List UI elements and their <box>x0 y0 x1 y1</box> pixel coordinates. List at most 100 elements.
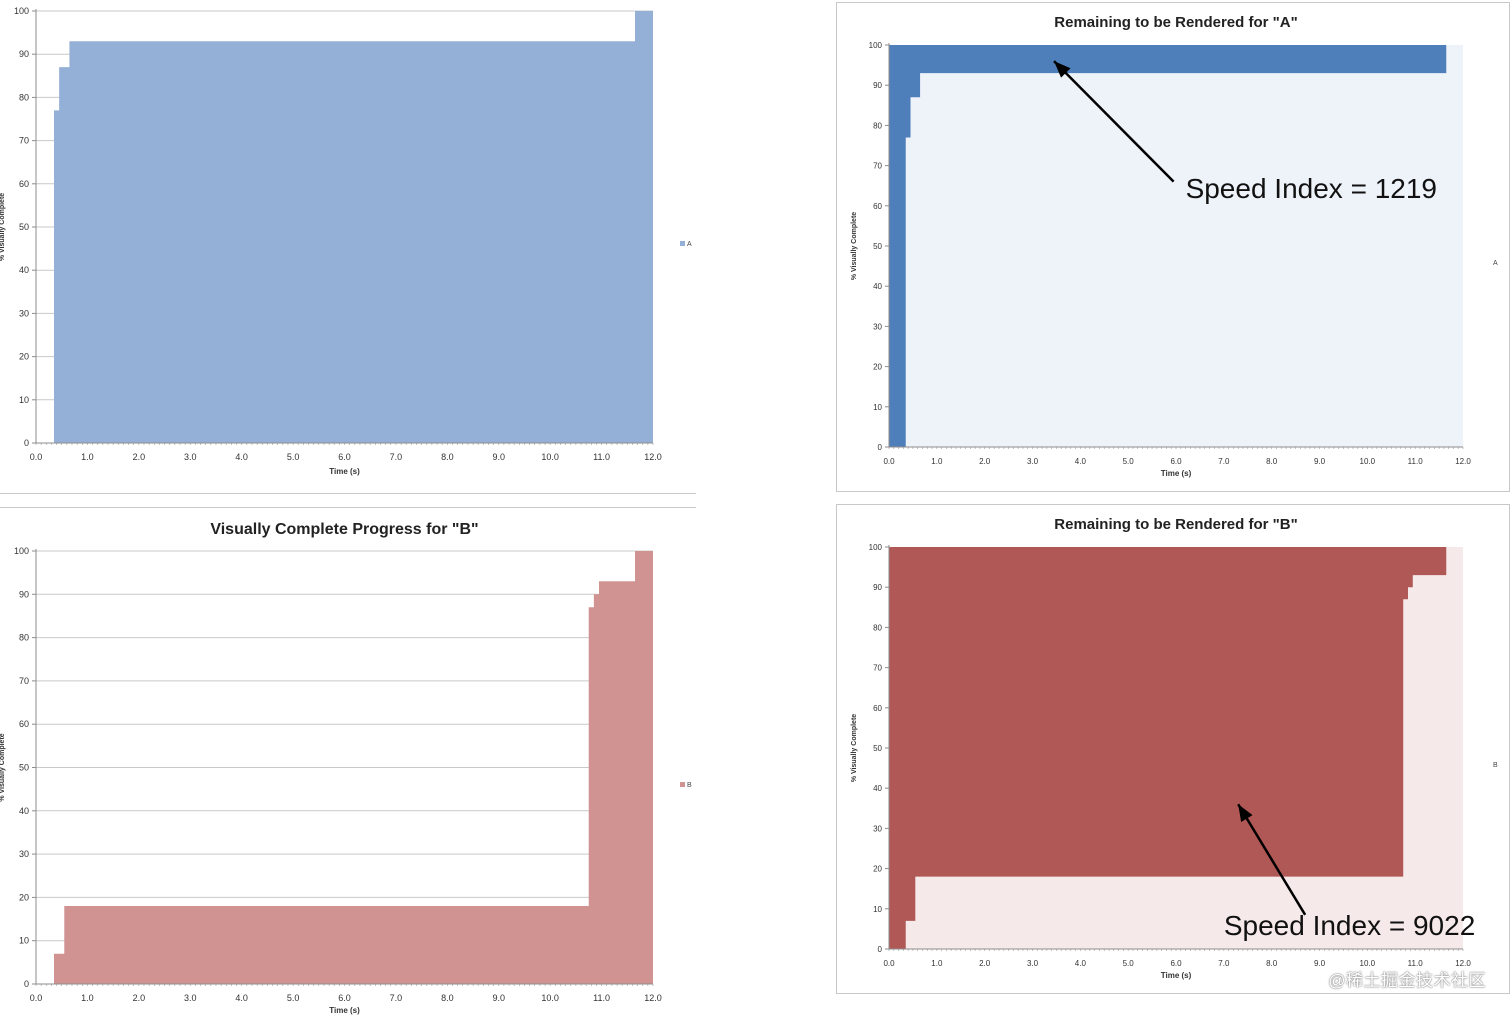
y-tick-label: 40 <box>19 265 29 275</box>
x-tick-label: 10.0 <box>541 452 559 462</box>
y-tick-label: 80 <box>873 121 882 130</box>
y-tick-label: 60 <box>19 179 29 189</box>
chart-svg: 0 10 20 30 40 50 60 70 80 90 100 0.0 1.0 2.0 3.0 4.0 5.0… <box>851 516 1498 980</box>
x-tick-label: 8.0 <box>441 993 454 1003</box>
y-tick-label: 80 <box>873 623 882 632</box>
x-tick-label: 4.0 <box>235 993 248 1003</box>
y-tick-label: 70 <box>19 136 29 146</box>
x-tick-label: 8.0 <box>441 452 454 462</box>
chart-a-remaining: 0 10 20 30 40 50 60 70 80 90 100 0.0 1.0 2.0 3.0 4.0 5.0… <box>836 2 1510 492</box>
series-area-B <box>53 551 653 984</box>
x-tick-label: 8.0 <box>1266 959 1278 968</box>
x-tick-label: 1.0 <box>81 452 94 462</box>
y-tick-label: 50 <box>873 242 882 251</box>
x-tick-label: 12.0 <box>1455 959 1471 968</box>
y-tick-label: 100 <box>14 546 29 556</box>
y-tick-label: 50 <box>19 222 29 232</box>
y-tick-label: 30 <box>19 308 29 318</box>
watermark-text: @稀土掘金技术社区 <box>1328 971 1486 990</box>
y-tick-label: 20 <box>873 865 882 874</box>
legend-label-B: B <box>1493 762 1498 769</box>
y-tick-label: 90 <box>19 49 29 59</box>
x-tick-label: 1.0 <box>931 959 943 968</box>
x-tick-label: 5.0 <box>1123 457 1135 466</box>
y-tick-label: 20 <box>873 363 882 372</box>
y-tick-label: 30 <box>19 849 29 859</box>
annotation-arrow-line <box>1053 60 1175 183</box>
legend-label-A: A <box>1493 260 1498 267</box>
y-tick-label: 100 <box>14 6 29 16</box>
x-tick-label: 11.0 <box>593 452 610 462</box>
y-tick-label: 30 <box>873 322 882 331</box>
series-area-A <box>53 11 653 443</box>
x-tick-label: 4.0 <box>235 452 248 462</box>
y-tick-label: 20 <box>19 352 29 362</box>
y-tick-label: 30 <box>873 824 882 833</box>
x-tick-label: 6.0 <box>1170 457 1182 466</box>
x-tick-label: 10.0 <box>541 993 559 1003</box>
chart-svg: 0 10 20 30 40 50 60 70 80 90 100 0.0 1.0 2.0 3.0 4.0 5.0… <box>0 6 692 476</box>
x-axis-label: Time (s) <box>1161 469 1192 478</box>
x-tick-label: 12.0 <box>1455 457 1471 466</box>
x-tick-label: 9.0 <box>492 452 505 462</box>
y-tick-label: 90 <box>873 81 882 90</box>
chart-a-progress: 0 10 20 30 40 50 60 70 80 90 100 0.0 1.0 2.0 3.0 4.0 5.0… <box>0 0 696 494</box>
y-tick-label: 60 <box>19 719 29 729</box>
y-tick-label: 60 <box>873 704 882 713</box>
x-tick-label: 4.0 <box>1075 959 1087 968</box>
x-tick-label: 3.0 <box>184 452 197 462</box>
x-tick-label: 11.0 <box>593 993 610 1003</box>
x-tick-label: 5.0 <box>287 993 300 1003</box>
x-tick-label: 8.0 <box>1266 457 1278 466</box>
x-tick-label: 7.0 <box>390 452 403 462</box>
y-tick-label: 10 <box>19 936 29 946</box>
x-tick-label: 12.0 <box>644 993 662 1003</box>
x-tick-label: 3.0 <box>1027 959 1039 968</box>
x-tick-label: 1.0 <box>81 993 94 1003</box>
chart-svg: 0 10 20 30 40 50 60 70 80 90 100 0.0 1.0 2.0 3.0 4.0 5.0… <box>0 521 692 1015</box>
y-axis-label: % Visually Complete <box>851 212 858 280</box>
annotation-arrow-head <box>1054 61 1071 78</box>
x-axis-label: Time (s) <box>1161 971 1192 980</box>
x-tick-label: 0.0 <box>30 993 43 1003</box>
x-tick-label: 2.0 <box>133 993 146 1003</box>
legend-label-B: B <box>687 782 692 789</box>
y-tick-label: 10 <box>19 395 29 405</box>
chart-b-remaining: 0 10 20 30 40 50 60 70 80 90 100 0.0 1.0 2.0 3.0 4.0 5.0… <box>836 504 1510 994</box>
y-tick-label: 40 <box>873 282 882 291</box>
y-tick-label: 100 <box>869 543 883 552</box>
x-tick-label: 9.0 <box>1314 959 1326 968</box>
y-tick-label: 0 <box>878 945 883 954</box>
x-tick-label: 7.0 <box>1218 457 1230 466</box>
y-tick-label: 90 <box>873 583 882 592</box>
x-tick-label: 9.0 <box>1314 457 1326 466</box>
x-tick-label: 11.0 <box>1408 959 1424 968</box>
y-tick-label: 0 <box>878 443 883 452</box>
x-tick-label: 11.0 <box>1408 457 1424 466</box>
y-axis-label: % Visually Complete <box>851 714 858 782</box>
y-tick-label: 0 <box>24 979 29 989</box>
x-tick-label: 7.0 <box>1218 959 1230 968</box>
y-tick-label: 50 <box>19 763 29 773</box>
plot-area-background <box>889 45 1463 447</box>
y-tick-label: 70 <box>873 162 882 171</box>
speed-index-label: Speed Index = 9022 <box>1224 910 1475 941</box>
x-tick-label: 6.0 <box>338 993 351 1003</box>
x-tick-label: 2.0 <box>979 457 991 466</box>
x-tick-label: 9.0 <box>492 993 505 1003</box>
chart-title: Remaining to be Rendered for "B" <box>1054 516 1297 533</box>
y-tick-label: 10 <box>873 905 882 914</box>
x-tick-label: 4.0 <box>1075 457 1087 466</box>
x-tick-label: 3.0 <box>184 993 197 1003</box>
y-tick-label: 70 <box>873 664 882 673</box>
y-tick-label: 50 <box>873 744 882 753</box>
x-tick-label: 0.0 <box>883 959 895 968</box>
x-tick-label: 5.0 <box>1123 959 1135 968</box>
x-tick-label: 5.0 <box>287 452 300 462</box>
y-tick-label: 0 <box>24 438 29 448</box>
legend-swatch-A <box>680 241 685 246</box>
speed-index-label: Speed Index = 1219 <box>1186 173 1437 204</box>
y-tick-label: 10 <box>873 403 882 412</box>
legend-label-A: A <box>687 241 692 248</box>
x-tick-label: 2.0 <box>979 959 991 968</box>
